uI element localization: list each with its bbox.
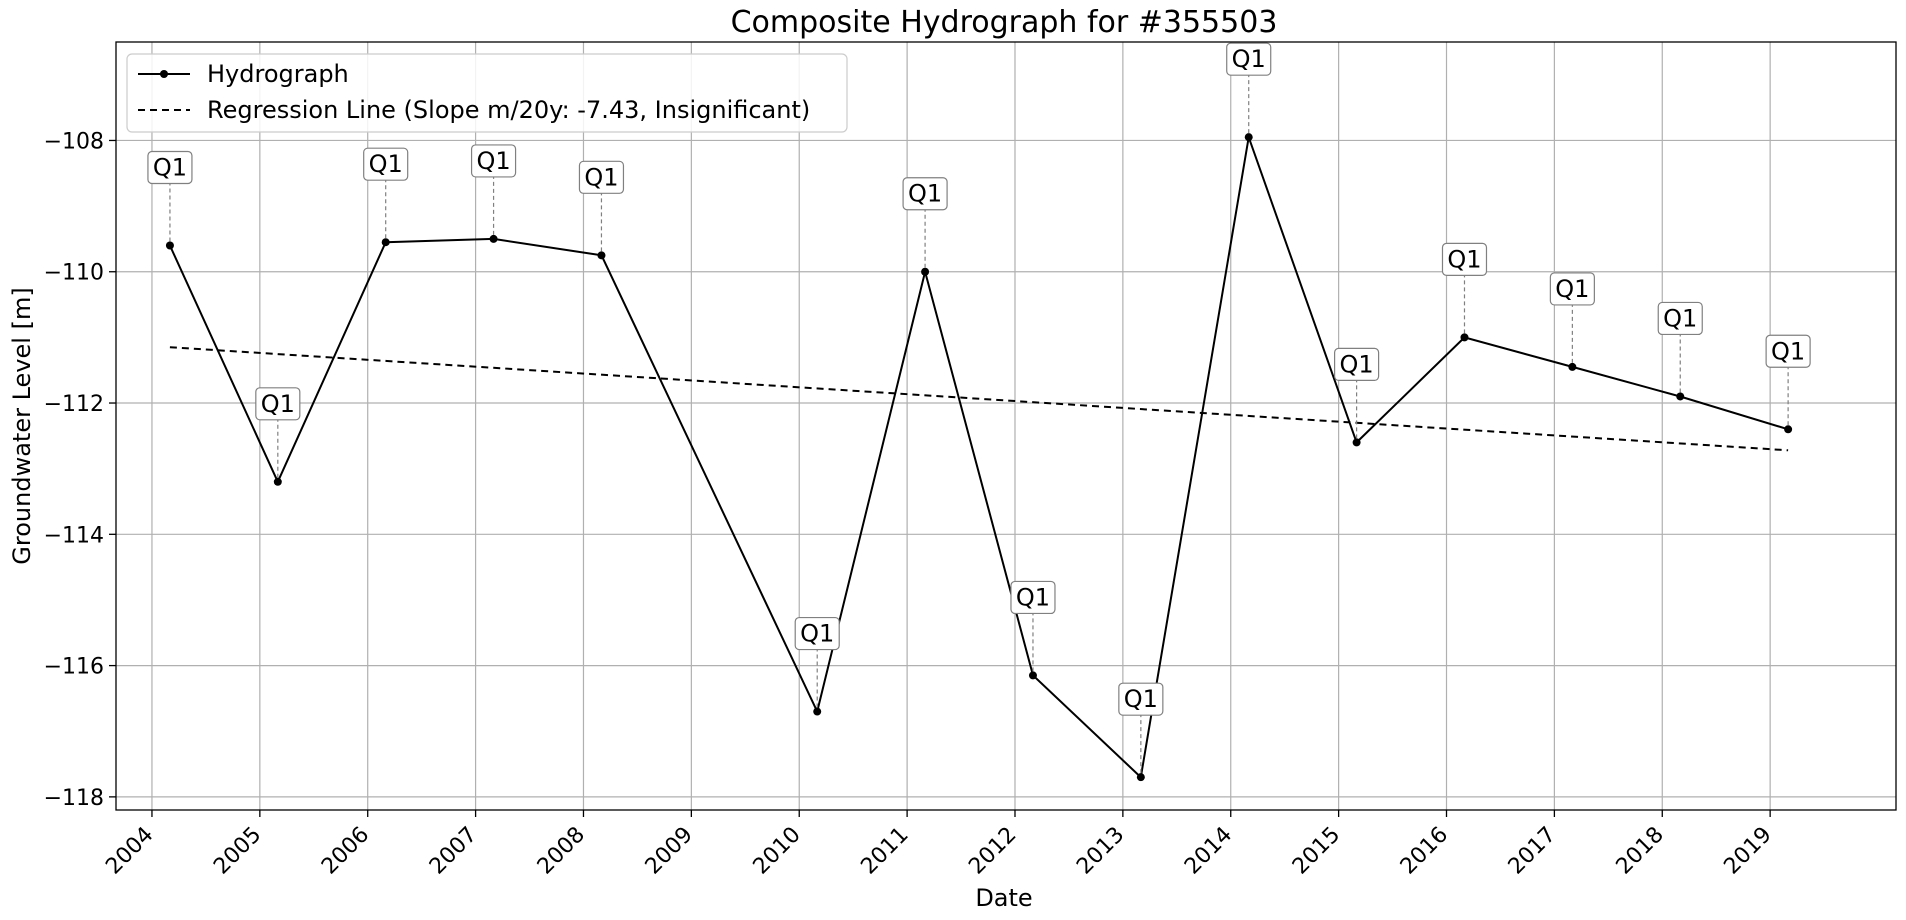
annotation-box xyxy=(1657,301,1703,336)
hydrograph-point xyxy=(1028,671,1037,680)
annotation-box xyxy=(1765,334,1811,368)
hydrograph-point xyxy=(1352,438,1361,447)
annotation-box xyxy=(147,150,193,185)
hydrograph-point xyxy=(813,707,822,716)
y-tick-label: −108 xyxy=(44,129,104,154)
y-tick-label: −110 xyxy=(44,261,104,286)
legend-hydrograph-marker xyxy=(160,70,168,78)
y-tick-label: −118 xyxy=(44,786,104,811)
hydrograph-point xyxy=(489,234,498,243)
annotation-label: Q1 xyxy=(369,150,403,178)
annotation-box xyxy=(578,160,625,194)
annotation-label: Q1 xyxy=(1555,275,1589,303)
x-tick-label: 2006 xyxy=(317,822,374,879)
hydrograph-point xyxy=(1676,392,1685,401)
annotation-box xyxy=(1549,272,1595,306)
annotation-label: Q1 xyxy=(1663,304,1697,332)
x-tick-label: 2005 xyxy=(209,822,266,879)
plot-frame xyxy=(115,41,1897,811)
x-tick-label: 2015 xyxy=(1288,822,1345,879)
annotation-box xyxy=(1010,580,1056,615)
x-tick-label: 2004 xyxy=(101,822,158,879)
hydrograph-point xyxy=(597,251,606,260)
annotation-box xyxy=(902,177,948,211)
legend-box xyxy=(126,53,848,133)
x-tick-label: 2016 xyxy=(1396,822,1453,879)
annotation-box xyxy=(470,144,517,178)
hydrograph-point xyxy=(1568,362,1577,371)
annotation-label: Q1 xyxy=(584,163,618,191)
annotation-label: Q1 xyxy=(476,147,510,175)
annotation-box xyxy=(255,387,301,421)
y-tick-label: −114 xyxy=(44,523,104,548)
x-axis-label: Date xyxy=(975,884,1032,912)
hydrograph-point xyxy=(381,238,390,247)
annotation-label: Q1 xyxy=(153,153,187,181)
x-tick-label: 2012 xyxy=(964,822,1021,879)
y-axis-ticks: −108 −110 −112 −114 −116 −118 xyxy=(44,129,116,811)
x-tick-label: 2013 xyxy=(1072,822,1129,879)
x-tick-label: 2009 xyxy=(641,822,698,879)
annotation-label: Q1 xyxy=(1124,685,1158,713)
annotation-box xyxy=(794,616,840,651)
x-tick-label: 2014 xyxy=(1180,822,1237,879)
y-tick-label: −116 xyxy=(44,655,104,680)
annotation-box xyxy=(1441,242,1488,276)
legend-hydrograph-label: Hydrograph xyxy=(207,60,349,88)
annotation-label: Q1 xyxy=(261,390,295,418)
hydrograph-point xyxy=(1244,133,1253,142)
x-tick-label: 2010 xyxy=(749,822,806,879)
annotation-box xyxy=(1334,347,1380,382)
legend-regression-label: Regression Line (Slope m/20y: -7.43, Ins… xyxy=(207,96,810,124)
hydrograph-point xyxy=(1784,425,1793,434)
x-tick-label: 2018 xyxy=(1612,822,1669,879)
annotation-label: Q1 xyxy=(1771,337,1805,365)
annotation-label: Q1 xyxy=(1340,350,1374,378)
annotation-box xyxy=(1226,42,1272,76)
series xyxy=(165,133,1793,782)
hydrograph-point xyxy=(921,267,930,276)
x-tick-label: 2017 xyxy=(1504,822,1561,879)
x-tick-label: 2011 xyxy=(856,822,913,879)
annotation-label: Q1 xyxy=(1232,45,1266,73)
y-axis-label: Groundwater Level [m] xyxy=(8,287,36,564)
annotation-label: Q1 xyxy=(1447,245,1481,273)
regression-line xyxy=(169,346,1789,452)
legend: Hydrograph Regression Line (Slope m/20y:… xyxy=(126,53,848,133)
x-tick-label: 2008 xyxy=(533,822,590,879)
chart-title: Composite Hydrograph for #355503 xyxy=(731,5,1278,40)
x-tick-label: 2007 xyxy=(425,822,482,879)
annotation-box xyxy=(363,147,409,181)
annotation-label: Q1 xyxy=(1016,583,1050,611)
hydrograph-point xyxy=(165,241,174,250)
annotation-label: Q1 xyxy=(800,620,834,648)
annotation-label: Q1 xyxy=(908,180,942,208)
hydrograph-point xyxy=(1136,773,1145,782)
hydrograph-point xyxy=(273,477,282,486)
hydrograph-point xyxy=(1460,333,1469,342)
point-annotations: Q1 Q1 Q1 Q1 Q1 Q1 Q1 Q1 Q1 Q1 Q1 Q1 Q1 Q1 Q1 xyxy=(147,42,1811,774)
annotation-box xyxy=(1118,682,1164,716)
x-tick-label: 2019 xyxy=(1719,822,1776,879)
hydrograph-line xyxy=(168,133,1789,780)
y-tick-label: −112 xyxy=(44,392,104,417)
x-axis-ticks: 2004 2005 2006 2007 2008 2009 2010 2011 2012 2013… xyxy=(101,810,1777,879)
